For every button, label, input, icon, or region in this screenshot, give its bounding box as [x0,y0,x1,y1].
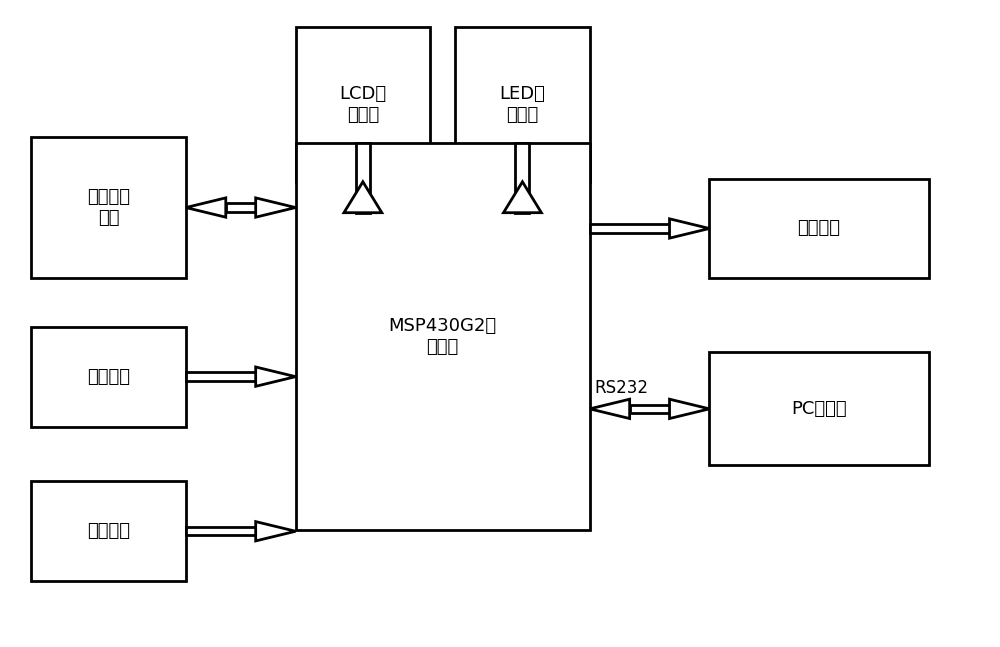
Text: 电容检测
单元: 电容检测 单元 [87,188,130,227]
Bar [186,373,256,381]
Bar [31,137,186,278]
Bar [590,225,670,233]
Polygon shape [670,219,709,238]
Text: RS232: RS232 [595,379,649,397]
Polygon shape [503,182,541,213]
Bar [296,27,430,182]
Bar [515,143,529,213]
Bar [31,327,186,426]
Polygon shape [590,399,630,419]
Bar [709,353,929,465]
Text: PC上位机: PC上位机 [791,400,847,418]
Polygon shape [186,198,226,217]
Polygon shape [670,399,709,419]
Bar [455,27,590,182]
Text: MSP430G2微
控制器: MSP430G2微 控制器 [389,317,497,356]
Bar [226,203,256,212]
Bar [31,481,186,581]
Polygon shape [256,367,296,386]
Polygon shape [256,198,296,217]
Text: 电源单元: 电源单元 [87,367,130,386]
Bar [296,143,590,530]
Bar [186,527,256,536]
Text: 无线模块: 无线模块 [798,219,841,237]
Bar [630,404,670,413]
Text: 按键电路: 按键电路 [87,522,130,540]
Bar [356,143,370,213]
Bar [709,179,929,278]
Polygon shape [256,521,296,541]
Text: LED指
示电路: LED指 示电路 [500,85,545,124]
Polygon shape [344,182,382,213]
Text: LCD指
示电路: LCD指 示电路 [339,85,386,124]
